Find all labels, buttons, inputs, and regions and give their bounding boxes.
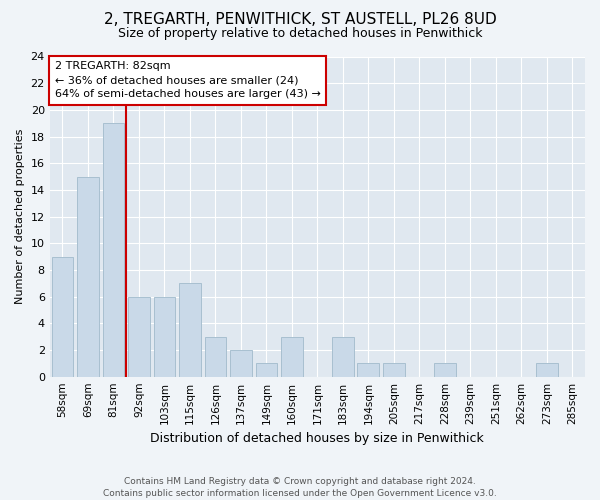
Bar [332, 336, 353, 376]
Bar [154, 296, 175, 376]
Text: 2, TREGARTH, PENWITHICK, ST AUSTELL, PL26 8UD: 2, TREGARTH, PENWITHICK, ST AUSTELL, PL2… [104, 12, 496, 28]
Bar [205, 336, 226, 376]
Bar [230, 350, 251, 376]
Bar [128, 296, 150, 376]
Bar [536, 364, 557, 376]
Bar [179, 284, 201, 376]
Bar [434, 364, 455, 376]
Text: 2 TREGARTH: 82sqm
← 36% of detached houses are smaller (24)
64% of semi-detached: 2 TREGARTH: 82sqm ← 36% of detached hous… [55, 62, 321, 100]
Text: Contains HM Land Registry data © Crown copyright and database right 2024.
Contai: Contains HM Land Registry data © Crown c… [103, 476, 497, 498]
Bar [52, 256, 73, 376]
Text: Size of property relative to detached houses in Penwithick: Size of property relative to detached ho… [118, 28, 482, 40]
Bar [358, 364, 379, 376]
Bar [77, 176, 99, 376]
Bar [281, 336, 302, 376]
X-axis label: Distribution of detached houses by size in Penwithick: Distribution of detached houses by size … [151, 432, 484, 445]
Bar [383, 364, 404, 376]
Y-axis label: Number of detached properties: Number of detached properties [15, 129, 25, 304]
Bar [256, 364, 277, 376]
Bar [103, 123, 124, 376]
